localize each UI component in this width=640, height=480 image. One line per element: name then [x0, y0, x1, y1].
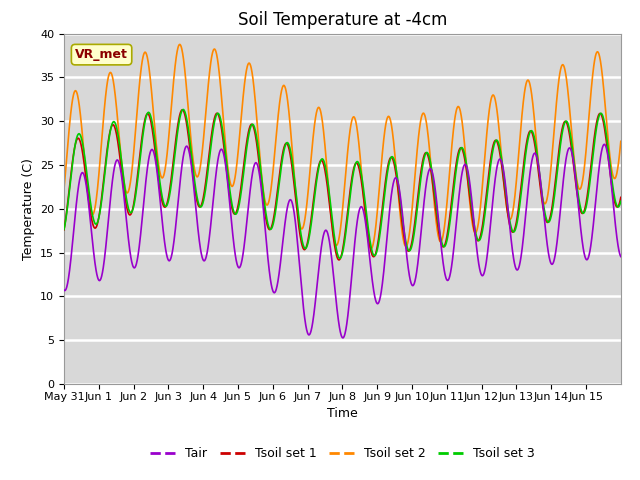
Tsoil set 1	[601, 128, 609, 134]
Tsoil set 1	[88, 220, 96, 226]
Tair	[617, 254, 625, 260]
Y-axis label: Temperature (C): Temperature (C)	[22, 158, 35, 260]
Tair	[331, 285, 339, 290]
Tair	[499, 163, 506, 168]
Tsoil set 1	[499, 173, 507, 179]
Tair	[602, 142, 609, 148]
Tsoil set 1	[316, 158, 324, 164]
Tsoil set 2	[499, 170, 507, 176]
Tsoil set 1	[335, 257, 343, 263]
Tsoil set 1	[179, 107, 186, 113]
Tsoil set 3	[336, 255, 344, 261]
Tsoil set 2	[176, 42, 184, 48]
Title: Soil Temperature at -4cm: Soil Temperature at -4cm	[237, 11, 447, 29]
Tsoil set 3	[331, 238, 339, 244]
Tair	[600, 142, 608, 147]
Line: Tair: Tair	[64, 144, 621, 338]
Tsoil set 2	[617, 138, 625, 144]
Tair	[60, 287, 68, 293]
Tsoil set 1	[60, 227, 68, 233]
Line: Tsoil set 2: Tsoil set 2	[64, 45, 621, 249]
Tair	[88, 238, 96, 244]
Tsoil set 3	[179, 107, 187, 112]
Tsoil set 1	[331, 245, 339, 251]
Legend: Tair, Tsoil set 1, Tsoil set 2, Tsoil set 3: Tair, Tsoil set 1, Tsoil set 2, Tsoil se…	[145, 443, 540, 465]
Tsoil set 3	[499, 166, 507, 171]
Tsoil set 3	[601, 122, 609, 128]
Tsoil set 2	[60, 186, 68, 192]
Tsoil set 3	[88, 212, 96, 217]
Text: VR_met: VR_met	[75, 48, 128, 61]
Tair	[601, 142, 609, 147]
Tsoil set 2	[331, 240, 339, 246]
Tsoil set 3	[316, 159, 324, 165]
Tsoil set 3	[617, 198, 625, 204]
Tsoil set 1	[617, 194, 625, 200]
Tair	[339, 335, 347, 341]
Tsoil set 1	[602, 130, 609, 136]
Tsoil set 2	[601, 99, 609, 105]
Tsoil set 3	[602, 124, 609, 130]
Tsoil set 2	[88, 212, 96, 217]
Tsoil set 3	[60, 227, 68, 232]
Line: Tsoil set 1: Tsoil set 1	[64, 110, 621, 260]
Tsoil set 2	[316, 107, 324, 113]
Tsoil set 2	[602, 103, 609, 108]
Tair	[316, 255, 324, 261]
X-axis label: Time: Time	[327, 407, 358, 420]
Line: Tsoil set 3: Tsoil set 3	[64, 109, 621, 258]
Tsoil set 2	[367, 246, 375, 252]
